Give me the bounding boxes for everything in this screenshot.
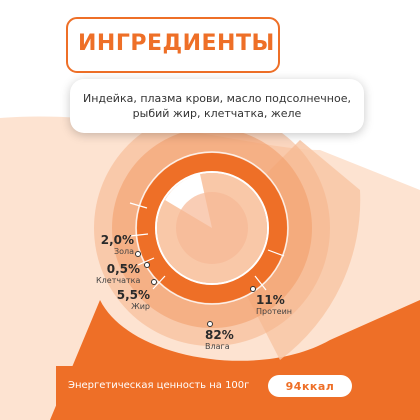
ring-separator bbox=[129, 233, 149, 237]
marker-dot-ash bbox=[135, 251, 141, 257]
marker-dot-fiber bbox=[144, 262, 150, 268]
energy-label: Энергетическая ценность на 100г bbox=[68, 380, 250, 391]
composition-label: Клетчатка bbox=[96, 276, 141, 285]
marker-dot-protein bbox=[250, 286, 256, 292]
ring-inner-border bbox=[155, 171, 269, 285]
composition-item-ash: 2,0% Зола bbox=[96, 234, 134, 257]
ingredients-text: Индейка, плазма крови, масло подсолнечно… bbox=[78, 91, 356, 121]
composition-label: Влага bbox=[205, 342, 230, 351]
ring-separator bbox=[137, 257, 155, 266]
composition-percent: 11% bbox=[256, 293, 285, 307]
composition-percent: 0,5% bbox=[106, 262, 140, 276]
ring-separator bbox=[267, 249, 285, 257]
energy-value-badge: 94ккал bbox=[268, 375, 352, 397]
ring-track bbox=[137, 153, 287, 303]
ring-separator bbox=[129, 202, 148, 209]
marker-dot-moisture bbox=[207, 321, 213, 327]
ingredients-line-1: Индейка, плазма крови, масло подсолнечно… bbox=[83, 92, 351, 105]
page-title: ИНГРЕДИЕНТЫ bbox=[78, 31, 275, 56]
ingredients-card bbox=[70, 79, 364, 133]
composition-label: Протеин bbox=[256, 307, 292, 316]
composition-label: Зола bbox=[113, 247, 134, 256]
inner-core bbox=[176, 192, 248, 264]
composition-item-moisture: 82% Влага bbox=[205, 329, 234, 352]
ring-separator bbox=[254, 275, 267, 291]
composition-item-fiber: 0,5% Клетчатка bbox=[96, 263, 140, 286]
composition-item-protein: 11% Протеин bbox=[256, 294, 292, 317]
ingredients-line-2: рыбий жир, клетчатка, желе bbox=[132, 107, 302, 120]
energy-band bbox=[56, 366, 420, 420]
composition-item-fat: 5,5% Жир bbox=[110, 289, 150, 312]
composition-label: Жир bbox=[131, 302, 150, 311]
ring-outer-border bbox=[135, 151, 289, 305]
title-frame bbox=[66, 17, 280, 73]
composition-percent: 2,0% bbox=[100, 233, 134, 247]
ring-separator bbox=[152, 275, 166, 290]
energy-value: 94ккал bbox=[285, 379, 335, 393]
marker-dot-fat bbox=[151, 279, 157, 285]
composition-percent: 5,5% bbox=[116, 288, 150, 302]
composition-percent: 82% bbox=[205, 328, 234, 342]
